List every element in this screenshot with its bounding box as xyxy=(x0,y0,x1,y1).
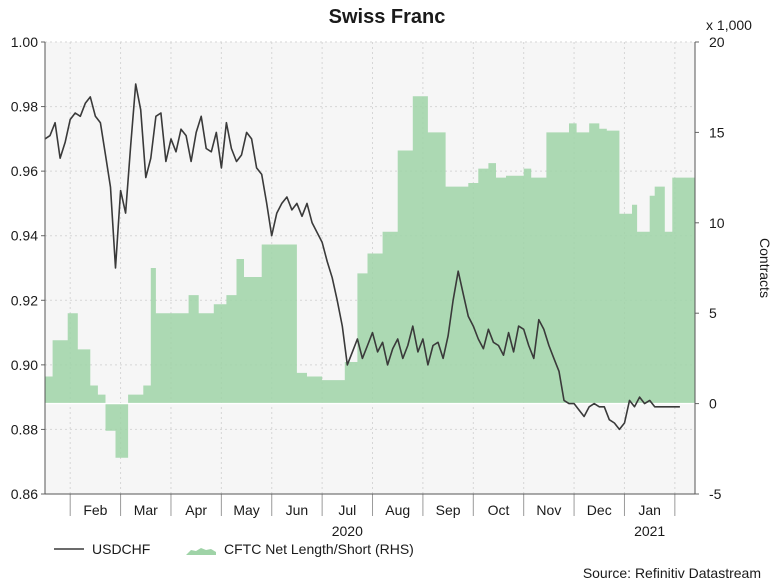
x-month-label: Dec xyxy=(587,502,612,518)
x-month-label: May xyxy=(233,502,259,518)
y-tick-label: 0.88 xyxy=(11,421,38,437)
legend-cftc-swatch xyxy=(186,548,216,555)
source-note: Source: Refinitiv Datastream xyxy=(583,565,761,579)
usdchf-line-layer xyxy=(44,83,680,431)
y-tick-label: 0.92 xyxy=(11,292,38,308)
chart-title: Swiss Franc xyxy=(329,6,446,28)
x-month-label: Oct xyxy=(488,502,510,518)
y2-tick-label: 5 xyxy=(709,305,717,321)
cftc-area-layer xyxy=(45,96,695,458)
x-month-label: Jan xyxy=(638,502,661,518)
y2-axis-label: Contracts xyxy=(757,238,773,298)
y-tick-label: 0.96 xyxy=(11,163,38,179)
legend-usdchf-label: USDCHF xyxy=(92,541,150,557)
x-month-label: Mar xyxy=(134,502,158,518)
cftc-net-area xyxy=(45,96,695,458)
y-tick-label: 0.90 xyxy=(11,357,38,373)
x-year-label: 2020 xyxy=(332,523,363,539)
x-month-label: Feb xyxy=(83,502,107,518)
x-month-label: Apr xyxy=(185,502,207,518)
usdchf-line xyxy=(44,83,680,431)
y-tick-label: 0.86 xyxy=(11,486,38,502)
x-month-label: Aug xyxy=(385,502,410,518)
x-month-label: Jul xyxy=(338,502,356,518)
y-tick-label: 1.00 xyxy=(11,34,38,50)
y2-tick-label: -5 xyxy=(709,486,722,502)
axes: 1.00 0.98 0.96 0.94 0.92 0.90 0.88 0.86 20 15 10 5 0… xyxy=(11,34,725,539)
legend: USDCHF CFTC Net Length/Short (RHS) xyxy=(54,541,414,557)
y-tick-label: 0.94 xyxy=(11,228,38,244)
x-month-label: Sep xyxy=(436,502,461,518)
y2-multiplier-label: x 1,000 xyxy=(706,17,752,33)
x-month-label: Jun xyxy=(286,502,309,518)
y-tick-label: 0.98 xyxy=(11,99,38,115)
x-year-label: 2021 xyxy=(634,523,665,539)
y2-tick-label: 10 xyxy=(709,215,725,231)
y2-tick-label: 20 xyxy=(709,34,725,50)
x-month-label: Nov xyxy=(536,502,561,518)
y2-tick-label: 15 xyxy=(709,124,725,140)
legend-cftc-label: CFTC Net Length/Short (RHS) xyxy=(224,541,414,557)
y2-tick-label: 0 xyxy=(709,396,717,412)
